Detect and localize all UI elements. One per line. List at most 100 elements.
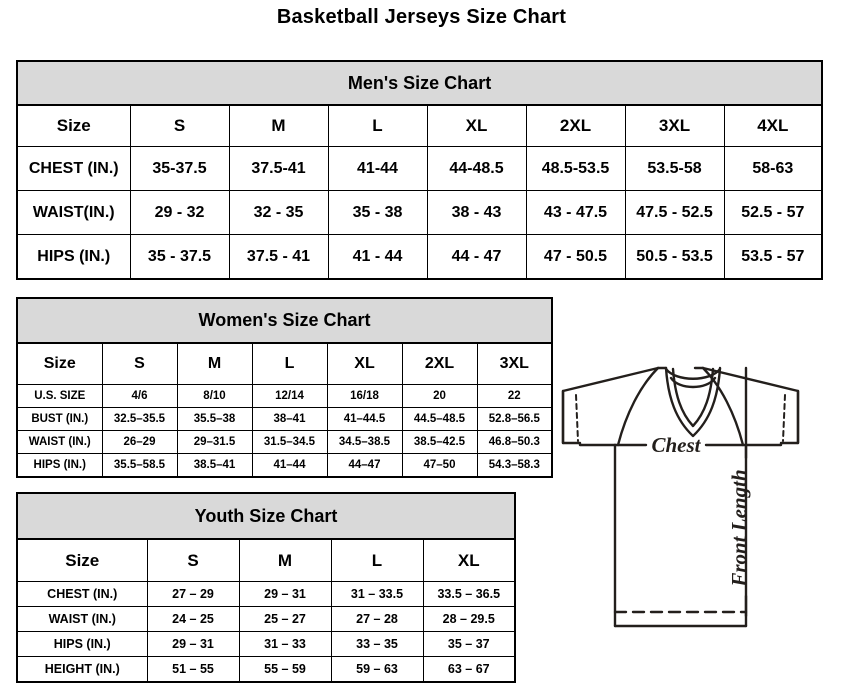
youth-row-label-hips: HIPS (IN.) bbox=[16, 631, 148, 657]
mens-hips-3xl: 50.5 - 53.5 bbox=[624, 234, 725, 280]
womens-row-label-bust: BUST (IN.) bbox=[16, 407, 103, 431]
jersey-diagram: Chest Front Length bbox=[518, 338, 843, 679]
womens-waist-l: 31.5–34.5 bbox=[251, 430, 328, 454]
mens-waist-m: 32 - 35 bbox=[228, 190, 329, 235]
youth-hips-s: 29 – 31 bbox=[146, 631, 240, 657]
mens-chest-s: 35-37.5 bbox=[129, 146, 230, 191]
youth-col-l: L bbox=[330, 538, 424, 582]
youth-height-m: 55 – 59 bbox=[238, 656, 332, 683]
right-cuff-stitch bbox=[782, 394, 786, 442]
youth-waist-m: 25 – 27 bbox=[238, 606, 332, 632]
womens-header-row: Size S M L XL 2XL 3XL bbox=[16, 342, 553, 385]
table-row: WAIST(IN.) 29 - 32 32 - 35 35 - 38 38 - … bbox=[16, 190, 823, 235]
table-row: HIPS (IN.) 35.5–58.5 38.5–41 41–44 44–47… bbox=[16, 453, 553, 478]
right-sleeve-shape bbox=[701, 366, 800, 447]
mens-size-chart-table: Men's Size Chart Size S M L XL 2XL 3XL 4… bbox=[16, 60, 824, 280]
mens-chest-2xl: 48.5-53.5 bbox=[525, 146, 626, 191]
youth-col-xl: XL bbox=[422, 538, 516, 582]
womens-waist-3xl: 46.8–50.3 bbox=[476, 430, 553, 454]
mens-col-l: L bbox=[327, 104, 428, 147]
mens-col-xl: XL bbox=[426, 104, 527, 147]
right-armhole-curve bbox=[701, 366, 745, 447]
youth-height-xl: 63 – 67 bbox=[422, 656, 516, 683]
youth-row-label-height: HEIGHT (IN.) bbox=[16, 656, 148, 683]
collar-band-inner bbox=[669, 376, 717, 389]
mens-chest-3xl: 53.5-58 bbox=[624, 146, 725, 191]
youth-height-s: 51 – 55 bbox=[146, 656, 240, 683]
mens-hips-l: 41 - 44 bbox=[327, 234, 428, 280]
youth-col-s: S bbox=[146, 538, 240, 582]
mens-waist-xl: 38 - 43 bbox=[426, 190, 527, 235]
youth-row-label-chest: CHEST (IN.) bbox=[16, 581, 148, 607]
youth-waist-l: 27 – 28 bbox=[330, 606, 424, 632]
youth-height-l: 59 – 63 bbox=[330, 656, 424, 683]
mens-col-4xl: 4XL bbox=[723, 104, 823, 147]
womens-row-label-us-size: U.S. SIZE bbox=[16, 384, 103, 408]
youth-col-m: M bbox=[238, 538, 332, 582]
womens-hips-3xl: 54.3–58.3 bbox=[476, 453, 553, 478]
youth-chest-s: 27 – 29 bbox=[146, 581, 240, 607]
womens-col-m: M bbox=[176, 342, 253, 385]
mens-hips-m: 37.5 - 41 bbox=[228, 234, 329, 280]
womens-size-chart-table: Women's Size Chart Size S M L XL 2XL 3XL… bbox=[16, 297, 554, 478]
vneck-outer bbox=[664, 366, 722, 438]
mens-hips-2xl: 47 - 50.5 bbox=[525, 234, 626, 280]
womens-col-2xl: 2XL bbox=[401, 342, 478, 385]
womens-ussize-2xl: 20 bbox=[401, 384, 478, 408]
mens-col-s: S bbox=[129, 104, 230, 147]
womens-bust-m: 35.5–38 bbox=[176, 407, 253, 431]
womens-section-title: Women's Size Chart bbox=[16, 297, 553, 344]
table-row: CHEST (IN.) 35-37.5 37.5-41 41-44 44-48.… bbox=[16, 146, 823, 191]
mens-col-2xl: 2XL bbox=[525, 104, 626, 147]
womens-hips-xl: 44–47 bbox=[326, 453, 403, 478]
mens-row-label-chest: CHEST (IN.) bbox=[16, 146, 131, 191]
womens-hips-s: 35.5–58.5 bbox=[101, 453, 178, 478]
youth-hips-l: 33 – 35 bbox=[330, 631, 424, 657]
womens-col-s: S bbox=[101, 342, 178, 385]
youth-waist-xl: 28 – 29.5 bbox=[422, 606, 516, 632]
vneck-inner bbox=[671, 367, 715, 428]
mens-row-label-hips: HIPS (IN.) bbox=[16, 234, 131, 280]
table-row: HIPS (IN.) 35 - 37.5 37.5 - 41 41 - 44 4… bbox=[16, 234, 823, 280]
youth-header-row: Size S M L XL bbox=[16, 538, 516, 582]
womens-waist-m: 29–31.5 bbox=[176, 430, 253, 454]
mens-hips-xl: 44 - 47 bbox=[426, 234, 527, 280]
mens-chest-l: 41-44 bbox=[327, 146, 428, 191]
womens-bust-l: 38–41 bbox=[251, 407, 328, 431]
table-row: HIPS (IN.) 29 – 31 31 – 33 33 – 35 35 – … bbox=[16, 631, 516, 657]
chest-measure-label: Chest bbox=[651, 433, 701, 457]
left-cuff-stitch bbox=[575, 394, 579, 442]
womens-section-title-row: Women's Size Chart bbox=[16, 297, 553, 344]
mens-col-3xl: 3XL bbox=[624, 104, 725, 147]
mens-chest-m: 37.5-41 bbox=[228, 146, 329, 191]
womens-ussize-l: 12/14 bbox=[251, 384, 328, 408]
page-title: Basketball Jerseys Size Chart bbox=[276, 6, 567, 28]
mens-header-row: Size S M L XL 2XL 3XL 4XL bbox=[16, 104, 823, 147]
mens-chest-4xl: 58-63 bbox=[723, 146, 823, 191]
womens-col-3xl: 3XL bbox=[476, 342, 553, 385]
mens-col-m: M bbox=[228, 104, 329, 147]
collar-band-outer bbox=[664, 367, 722, 380]
youth-chest-xl: 33.5 – 36.5 bbox=[422, 581, 516, 607]
youth-row-label-waist: WAIST (IN.) bbox=[16, 606, 148, 632]
youth-chest-m: 29 – 31 bbox=[238, 581, 332, 607]
front-length-measure-label: Front Length bbox=[727, 469, 751, 587]
womens-waist-2xl: 38.5–42.5 bbox=[401, 430, 478, 454]
womens-ussize-m: 8/10 bbox=[176, 384, 253, 408]
mens-section-title: Men's Size Chart bbox=[16, 60, 823, 106]
womens-ussize-s: 4/6 bbox=[101, 384, 178, 408]
womens-waist-xl: 34.5–38.5 bbox=[326, 430, 403, 454]
youth-section-title: Youth Size Chart bbox=[16, 492, 516, 540]
youth-size-chart-table: Youth Size Chart Size S M L XL CHEST (IN… bbox=[16, 492, 516, 683]
mens-col-size: Size bbox=[16, 104, 131, 147]
table-row: CHEST (IN.) 27 – 29 29 – 31 31 – 33.5 33… bbox=[16, 581, 516, 607]
womens-row-label-hips: HIPS (IN.) bbox=[16, 453, 103, 478]
table-row: WAIST (IN.) 24 – 25 25 – 27 27 – 28 28 –… bbox=[16, 606, 516, 632]
mens-waist-2xl: 43 - 47.5 bbox=[525, 190, 626, 235]
mens-waist-s: 29 - 32 bbox=[129, 190, 230, 235]
womens-waist-s: 26–29 bbox=[101, 430, 178, 454]
womens-bust-2xl: 44.5–48.5 bbox=[401, 407, 478, 431]
womens-bust-s: 32.5–35.5 bbox=[101, 407, 178, 431]
womens-col-size: Size bbox=[16, 342, 103, 385]
mens-chest-xl: 44-48.5 bbox=[426, 146, 527, 191]
